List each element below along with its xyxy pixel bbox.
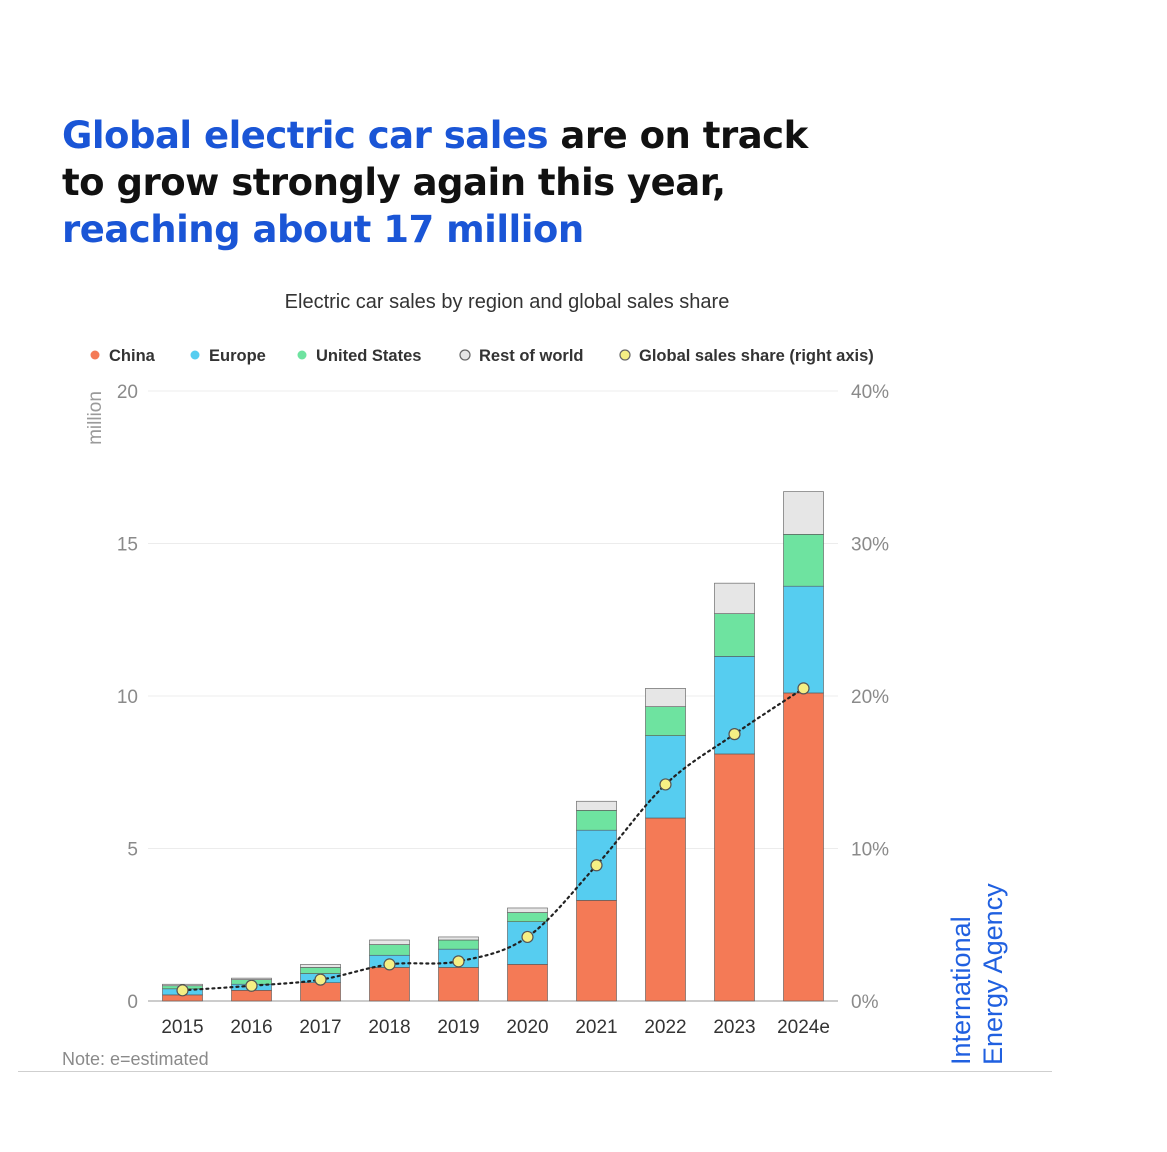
bar-united-states [645,706,686,736]
bar-rest-of-world [231,977,272,980]
legend-marker-china [90,350,100,360]
bar-rest-of-world [438,936,479,941]
iea-logo: International Energy Agency [945,865,1015,1065]
bar-united-states [300,967,341,974]
bar-united-states [369,944,410,956]
bar-united-states [438,939,479,950]
x-tick-label: 2018 [368,1017,410,1038]
bar-rest-of-world [369,939,410,945]
bar-china [438,967,479,1002]
share-line [176,682,810,997]
x-tick-label: 2015 [161,1017,203,1038]
bar-china [507,964,548,1002]
y2-tick-label: 0% [851,992,879,1013]
legend-marker-rest-of-world [459,349,471,361]
x-tick-label: 2021 [575,1017,617,1038]
bar-rest-of-world [783,491,824,535]
y-tick-label: 0 [127,992,138,1013]
chart-note: Note: e=estimated [62,1049,209,1069]
bottom-divider [18,1071,1052,1072]
share-point [383,958,396,971]
share-point [521,930,534,944]
bar-europe [645,735,686,819]
bar-china [783,692,824,1002]
bar-united-states [714,613,755,657]
bars [162,491,824,1002]
y-tick-label: 5 [127,840,138,861]
headline-part-3: reaching about 17 million [62,208,584,251]
legend-label-global-sales-share-right-axis: Global sales share (right axis) [639,347,874,365]
share-point [314,973,327,986]
legend-label-rest-of-world: Rest of world [479,347,584,365]
bar-china [576,900,617,1002]
x-tick-label: 2024e [777,1017,830,1038]
bar-china [369,967,410,1002]
y2-tick-label: 40% [851,382,889,403]
share-point [728,728,741,741]
x-tick-label: 2022 [644,1017,686,1038]
legend-label-europe: Europe [209,347,266,365]
y2-tick-label: 10% [851,840,889,861]
x-tick-label: 2023 [713,1017,755,1038]
legend-label-united-states: United States [316,347,421,365]
bar-china [714,753,755,1002]
share-point [590,859,603,872]
y2-tick-label: 30% [851,535,889,556]
y-axis-label: million [85,391,106,445]
bar-united-states [507,912,548,922]
legend-marker-europe [190,350,200,360]
share-point [245,979,258,992]
headline-part-1: Global electric car sales [62,114,549,157]
axes: 0 5 10 15 20 0% 10% 20% 30% 40% 2015 2016 2017 2018 20… [117,382,889,1038]
share-point [797,682,810,695]
share-point [176,984,189,997]
x-tick-label: 2016 [230,1017,272,1038]
bar-china [231,990,272,1002]
bar-united-states [576,810,617,831]
share-point [452,955,465,968]
bar-rest-of-world [645,688,686,707]
share-point [659,778,672,791]
bar-rest-of-world [507,907,548,913]
headline: Global electric car sales are on track t… [62,112,862,253]
headline-part-2: are on track to grow strongly again this… [62,114,808,204]
legend-marker-global-sales-share-right-axis [619,349,631,361]
share-line-path [181,687,805,992]
bar-united-states [783,534,824,587]
y-tick-label: 15 [117,535,138,556]
chart-title: Electric car sales by region and global … [285,291,730,313]
y-tick-label: 20 [117,382,138,403]
iea-logo-line-2: Energy Agency [978,883,1008,1065]
x-tick-label: 2017 [299,1017,341,1038]
bar-europe [507,921,548,965]
legend-label-china: China [109,347,156,365]
bar-europe [783,585,824,694]
bar-china [645,817,686,1002]
x-tick-label: 2019 [437,1017,479,1038]
y2-tick-label: 20% [851,687,889,708]
y-tick-label: 10 [117,687,138,708]
bar-rest-of-world [714,582,755,614]
x-tick-label: 2020 [506,1017,548,1038]
legend: China Europe United States Rest of world Glo… [90,347,874,365]
iea-logo-line-1: International [946,916,976,1065]
bar-rest-of-world [576,800,617,811]
legend-marker-united-states [297,350,307,360]
bar-rest-of-world [300,964,341,968]
